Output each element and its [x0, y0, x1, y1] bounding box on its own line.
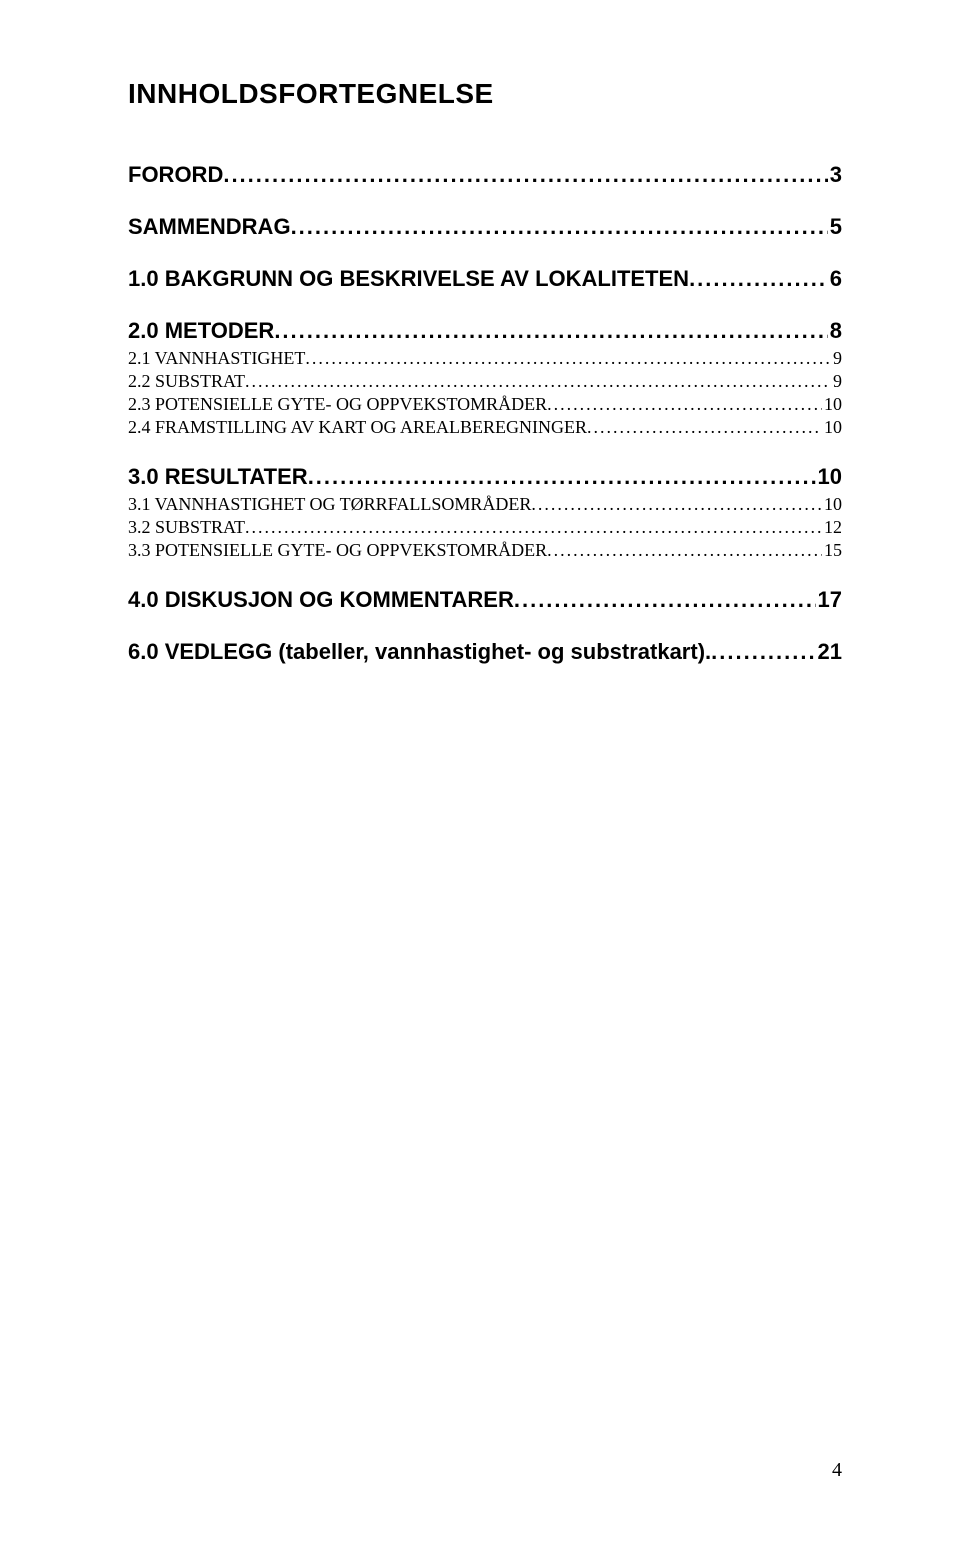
toc-leader-dots: ........................................… [711, 639, 815, 665]
toc-entry: FORORD..................................… [128, 162, 842, 188]
toc-entry-label: SAMMENDRAG [128, 214, 291, 240]
toc-entry-label: 6.0 VEDLEGG (tabeller, vannhastighet- og… [128, 639, 711, 665]
toc-entry-page: 10 [816, 464, 842, 490]
toc-leader-dots: ........................................… [531, 494, 822, 515]
toc-entry-label: FORORD [128, 162, 223, 188]
toc-entry: 1.0 BAKGRUNN OG BESKRIVELSE AV LOKALITET… [128, 266, 842, 292]
toc-entry-page: 9 [831, 371, 842, 392]
toc-entry-label: 4.0 DISKUSJON OG KOMMENTARER [128, 587, 514, 613]
toc-leader-dots: ........................................… [223, 162, 827, 188]
toc-entry-label: 3.2 SUBSTRAT [128, 517, 245, 538]
toc-entry: 3.3 POTENSIELLE GYTE- OG OPPVEKSTOMRÅDER… [128, 540, 842, 561]
toc-entry: 2.3 POTENSIELLE GYTE- OG OPPVEKSTOMRÅDER… [128, 394, 842, 415]
toc-entry-page: 21 [816, 639, 842, 665]
toc-entry-label: 2.1 VANNHASTIGHET [128, 348, 305, 369]
toc-leader-dots: ........................................… [547, 394, 822, 415]
table-of-contents: FORORD..................................… [128, 162, 842, 665]
toc-entry: 2.4 FRAMSTILLING AV KART OG AREALBEREGNI… [128, 417, 842, 438]
toc-entry-page: 10 [822, 494, 842, 515]
toc-leader-dots: ........................................… [305, 348, 831, 369]
toc-entry-label: 1.0 BAKGRUNN OG BESKRIVELSE AV LOKALITET… [128, 266, 689, 292]
toc-entry-label: 2.4 FRAMSTILLING AV KART OG AREALBEREGNI… [128, 417, 587, 438]
toc-entry-page: 6 [828, 266, 842, 292]
toc-entry: 6.0 VEDLEGG (tabeller, vannhastighet- og… [128, 639, 842, 665]
toc-entry-page: 5 [828, 214, 842, 240]
toc-leader-dots: ........................................… [587, 417, 822, 438]
toc-entry-label: 3.0 RESULTATER [128, 464, 308, 490]
toc-entry-page: 12 [822, 517, 842, 538]
toc-leader-dots: ........................................… [245, 371, 831, 392]
toc-entry-page: 10 [822, 417, 842, 438]
toc-leader-dots: ........................................… [689, 266, 828, 292]
toc-entry: 2.0 METODER.............................… [128, 318, 842, 344]
toc-entry-page: 9 [831, 348, 842, 369]
toc-entry: 3.2 SUBSTRAT............................… [128, 517, 842, 538]
toc-entry-label: 3.1 VANNHASTIGHET OG TØRRFALLSOMRÅDER [128, 494, 531, 515]
toc-entry-page: 8 [828, 318, 842, 344]
toc-entry-page: 10 [822, 394, 842, 415]
page-container: INNHOLDSFORTEGNELSE FORORD..............… [0, 0, 960, 665]
toc-entry: 3.1 VANNHASTIGHET OG TØRRFALLSOMRÅDER...… [128, 494, 842, 515]
toc-entry-page: 15 [822, 540, 842, 561]
toc-entry: 2.2 SUBSTRAT............................… [128, 371, 842, 392]
toc-entry: 3.0 RESULTATER..........................… [128, 464, 842, 490]
toc-entry-page: 17 [816, 587, 842, 613]
toc-leader-dots: ........................................… [245, 517, 822, 538]
toc-entry-label: 2.2 SUBSTRAT [128, 371, 245, 392]
toc-entry-page: 3 [828, 162, 842, 188]
toc-leader-dots: ........................................… [547, 540, 822, 561]
toc-entry: 4.0 DISKUSJON OG KOMMENTARER............… [128, 587, 842, 613]
toc-entry-label: 3.3 POTENSIELLE GYTE- OG OPPVEKSTOMRÅDER [128, 540, 547, 561]
page-number: 4 [832, 1459, 842, 1482]
toc-leader-dots: ........................................… [514, 587, 816, 613]
toc-entry: 2.1 VANNHASTIGHET.......................… [128, 348, 842, 369]
toc-leader-dots: ........................................… [308, 464, 816, 490]
toc-entry-label: 2.3 POTENSIELLE GYTE- OG OPPVEKSTOMRÅDER [128, 394, 547, 415]
toc-entry-label: 2.0 METODER [128, 318, 274, 344]
toc-leader-dots: ........................................… [291, 214, 828, 240]
toc-leader-dots: ........................................… [274, 318, 827, 344]
toc-entry: SAMMENDRAG..............................… [128, 214, 842, 240]
page-title: INNHOLDSFORTEGNELSE [128, 78, 842, 110]
